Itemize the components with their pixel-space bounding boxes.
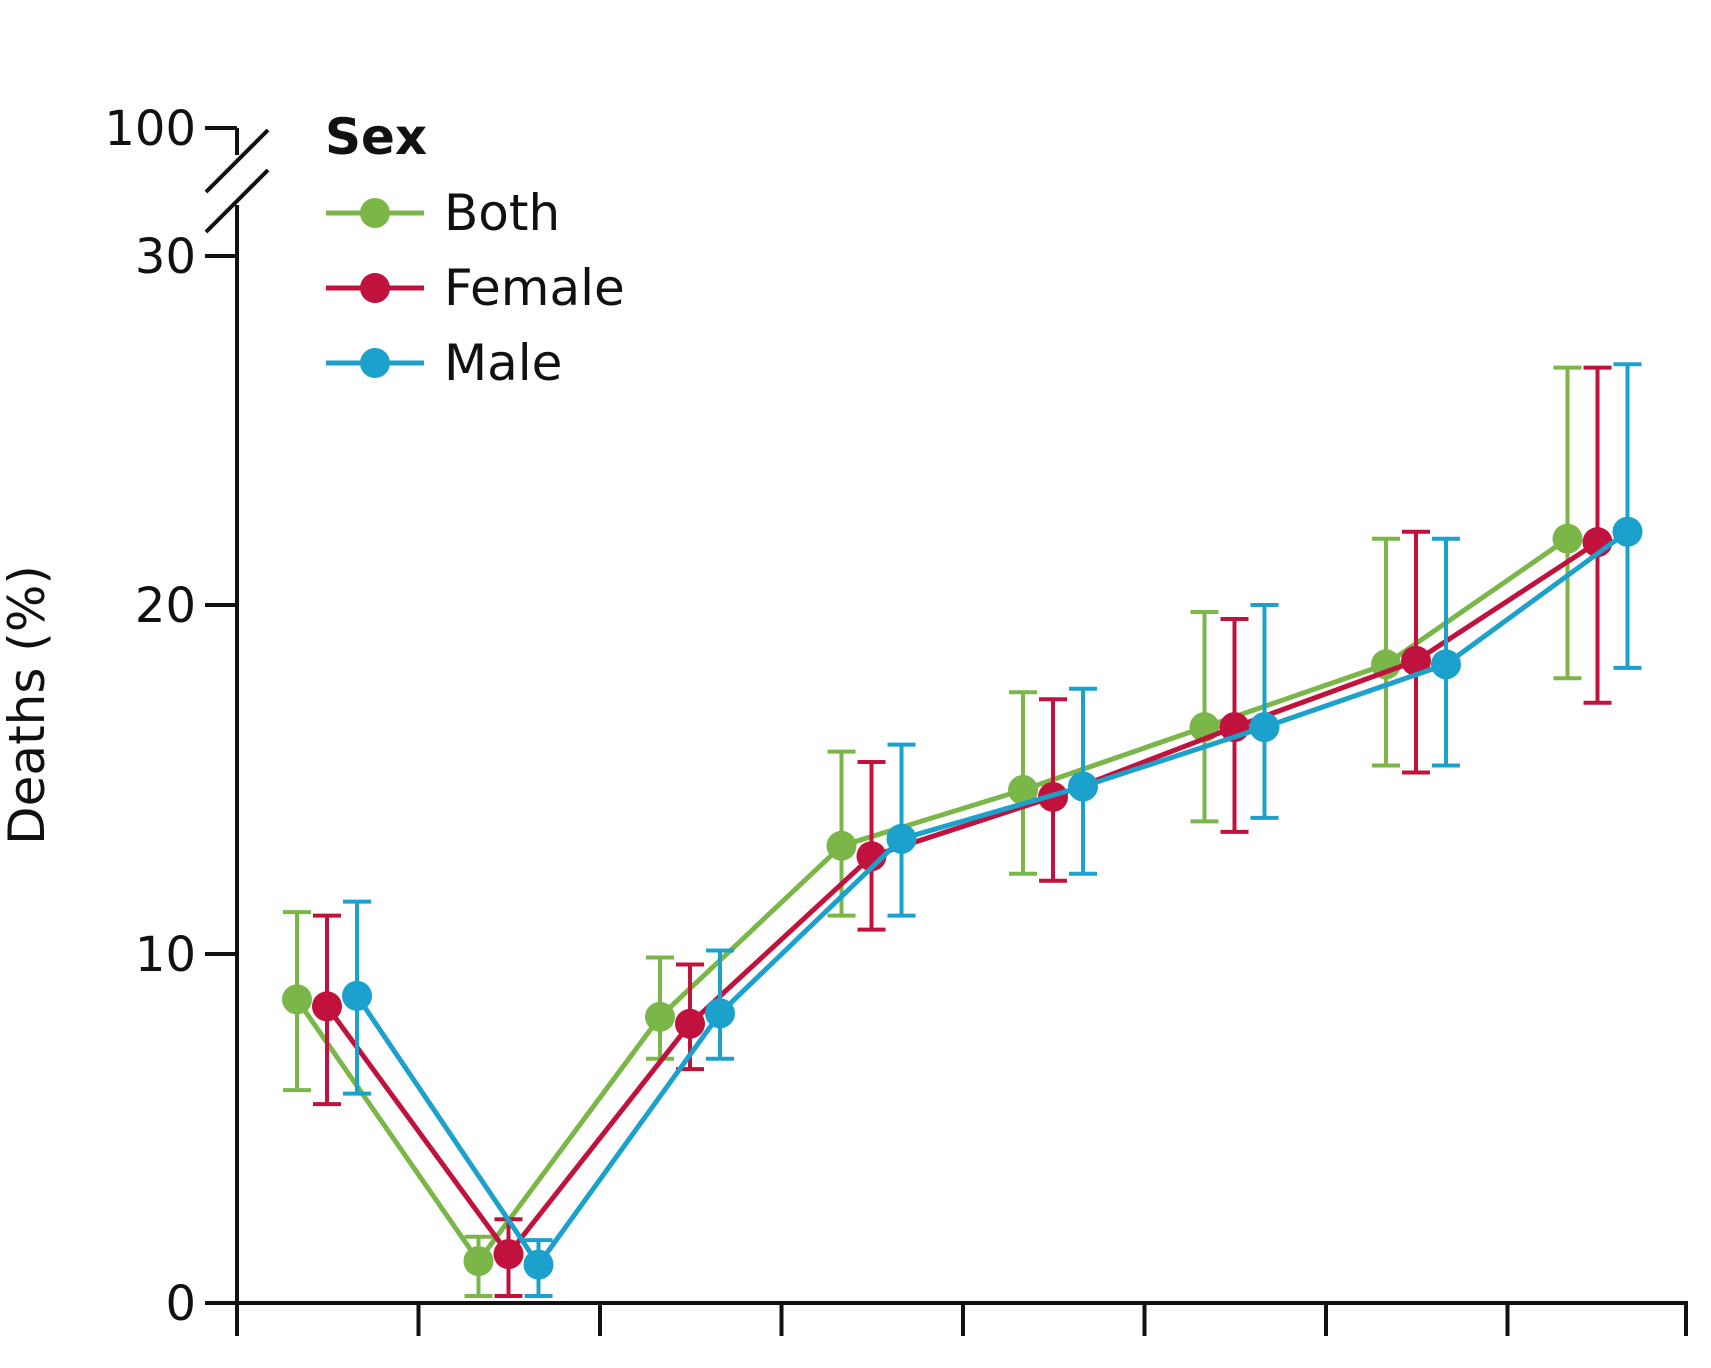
axis-break-mark-lower (204, 168, 270, 234)
series-line (294, 536, 1569, 1264)
y-tick-label: 20 (135, 578, 196, 634)
data-point (705, 998, 735, 1029)
legend-label: Both (444, 184, 560, 242)
y-tick-label: 30 (135, 229, 196, 285)
legend-title: Sex (325, 108, 427, 166)
data-point (1068, 771, 1098, 802)
y-tick-label: 0 (165, 1276, 196, 1332)
series-male (342, 362, 1643, 1299)
legend-item-male: Male (326, 334, 562, 392)
legend: Sex Both Female Male (325, 108, 625, 392)
data-point (1431, 649, 1461, 680)
data-point (886, 823, 917, 854)
series-female (312, 365, 1613, 1299)
data-point (523, 1249, 554, 1280)
data-point (312, 991, 342, 1022)
legend-swatch-marker (360, 273, 390, 303)
data-point (493, 1239, 524, 1270)
legend-swatch-marker (360, 348, 390, 378)
series-line (354, 529, 1629, 1268)
data-point (1008, 774, 1038, 805)
legend-item-both: Both (326, 184, 560, 242)
axis-break-mark-upper (204, 128, 270, 194)
y-axis-label: Deaths (%) (0, 565, 56, 845)
axes: 0 10 20 30 100 (104, 101, 1688, 1336)
data-point (1401, 645, 1431, 676)
series-line (324, 540, 1599, 1257)
data-point (645, 1001, 675, 1032)
legend-label: Male (444, 334, 562, 392)
data-point (1612, 516, 1643, 547)
legend-swatch-marker (360, 198, 390, 228)
y-tick-label: 10 (135, 927, 196, 983)
data-point (463, 1246, 494, 1277)
data-point (826, 830, 857, 861)
data-point (1371, 649, 1401, 680)
data-point (1249, 712, 1280, 743)
legend-label: Female (444, 259, 625, 317)
data-point (675, 1008, 705, 1039)
data-point (282, 984, 312, 1015)
y-tick-label-break: 100 (104, 101, 196, 157)
legend-item-female: Female (326, 259, 625, 317)
data-point (1552, 523, 1583, 554)
data-point (342, 980, 372, 1011)
series-layer (282, 362, 1643, 1299)
